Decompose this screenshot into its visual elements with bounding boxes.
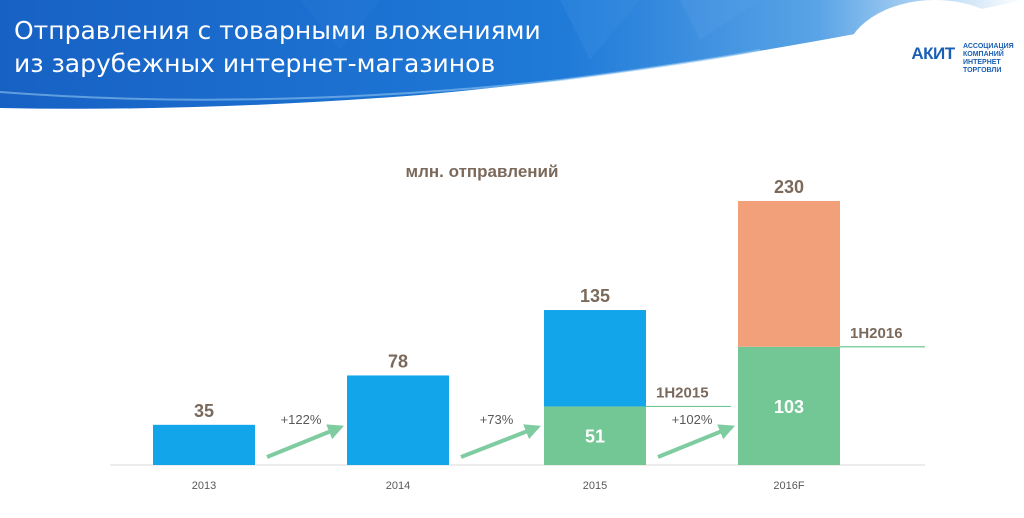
x-tick-label-2016F: 2016F [773,480,804,492]
half-year-label-2015: 1H2015 [656,384,709,401]
logo-text: АКИТ [911,44,955,63]
bar-2016F-second-half [738,200,840,347]
logo-subtitle-line: КОМПАНИЙ [963,51,1004,58]
logo-subtitle: АССОЦИАЦИЯ КОМПАНИЙ ИНТЕРНЕТ ТОРГОВЛИ [963,43,1014,75]
data-label-total-2014: 78 [388,351,408,371]
bar-2013 [153,424,255,465]
bar-2016F-first-half [738,346,840,465]
page-title: Отправления с товарными вложениями из за… [14,14,541,80]
logo-circle-icon [908,36,958,80]
data-label-total-2015: 135 [580,286,610,306]
chart-title: млн. отправлений [406,162,559,181]
page-title-line-2: из зарубежных интернет-магазинов [14,49,496,78]
data-label-total-2016F: 230 [774,177,804,197]
data-label-total-2013: 35 [194,401,214,421]
bar-2015-second-half [544,310,646,407]
logo-subtitle-line: АССОЦИАЦИЯ [963,43,1014,50]
data-label-first-half-2016F: 103 [774,397,804,417]
logo-subtitle-line: ИНТЕРНЕТ [963,59,1001,66]
half-year-label-2016F: 1H2016 [850,325,903,342]
growth-arrow-icon [266,424,344,459]
growth-label: +73% [480,412,514,427]
x-tick-label-2013: 2013 [192,480,216,492]
page-title-line-1: Отправления с товарными вложениями [14,16,541,45]
logo-subtitle-line: ТОРГОВЛИ [963,67,1002,74]
header-banner: Отправления с товарными вложениями из за… [0,0,1024,120]
x-tick-label-2015: 2015 [583,480,607,492]
growth-label: +102% [672,412,713,427]
bar-2014 [347,375,449,465]
growth-arrow-icon [657,424,735,459]
data-label-first-half-2015: 51 [585,427,605,447]
shipments-bar-chart: млн. отправлений 35 2013 78 2014 51 135 2015 10… [110,162,925,492]
x-tick-label-2014: 2014 [386,480,410,492]
bar-2015-first-half [544,406,646,465]
growth-arrow-icon [460,424,541,459]
akit-logo: АКИТ АССОЦИАЦИЯ КОМПАНИЙ ИНТЕРНЕТ ТОРГОВ… [908,36,1018,86]
growth-label: +122% [281,412,322,427]
